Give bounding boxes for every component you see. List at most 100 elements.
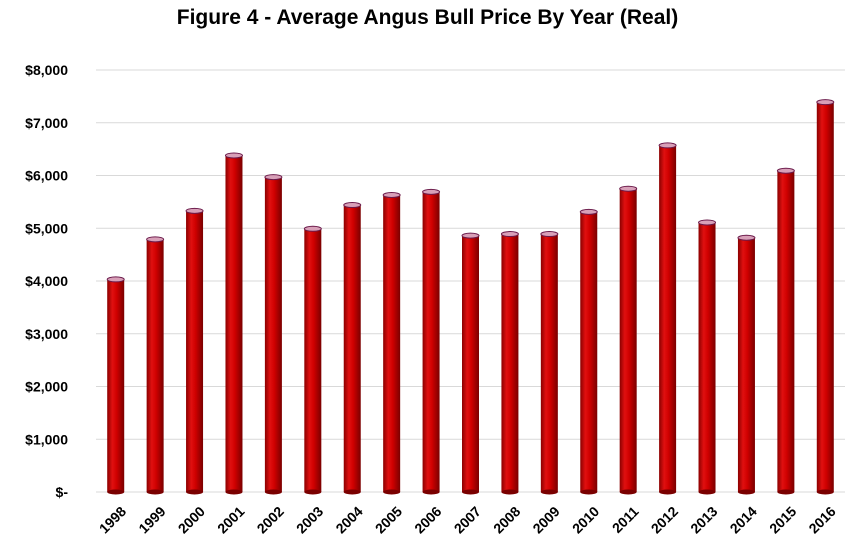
bar <box>619 185 638 495</box>
y-tick-label: $8,000 <box>25 62 68 78</box>
y-tick-label: $3,000 <box>25 326 68 342</box>
x-tick-label: 2007 <box>451 503 484 536</box>
bar-top <box>224 152 243 159</box>
bar-base <box>619 489 637 495</box>
x-tick-label: 2015 <box>766 503 799 536</box>
bar <box>303 225 322 495</box>
bar <box>382 192 401 495</box>
bar-body <box>737 237 755 492</box>
x-tick-label: 2002 <box>254 503 287 536</box>
bar-body <box>816 102 834 493</box>
bar <box>500 231 519 495</box>
x-axis-ticks: 1998 1999 2000 2001 2002 2003 2004 2005 2006 2007… <box>96 503 839 536</box>
x-tick-label: 2000 <box>175 503 208 536</box>
bar-top <box>461 232 480 239</box>
bar-base <box>737 489 755 495</box>
x-tick-label: 2011 <box>609 503 642 536</box>
y-tick-label: $6,000 <box>25 168 68 184</box>
x-tick-label: 2014 <box>727 503 760 536</box>
bar-body <box>422 191 440 493</box>
bar-base <box>816 489 834 495</box>
x-tick-label: 2016 <box>805 503 838 536</box>
bar-top <box>579 208 598 215</box>
bar-top <box>776 167 795 174</box>
bar <box>343 202 362 495</box>
bar-top <box>264 174 283 181</box>
bar-top <box>737 234 756 241</box>
y-tick-label: $7,000 <box>25 115 68 131</box>
bar-base <box>501 489 519 495</box>
bar <box>264 174 283 495</box>
x-tick-label: 1998 <box>96 503 129 536</box>
bar-body <box>619 188 637 492</box>
bar-top <box>698 219 717 226</box>
bar <box>776 167 795 495</box>
x-tick-label: 2008 <box>490 503 523 536</box>
x-tick-label: 2005 <box>372 503 405 536</box>
bar-body <box>225 155 243 492</box>
x-tick-label: 2001 <box>214 503 247 536</box>
bar-base <box>659 489 677 495</box>
bar-body <box>698 222 716 492</box>
bar-base <box>264 489 282 495</box>
x-tick-label: 2013 <box>687 503 720 536</box>
chart-title: Figure 4 - Average Angus Bull Price By Y… <box>176 6 679 29</box>
bar-top <box>106 276 125 283</box>
bar-body <box>264 177 282 492</box>
bar-base <box>146 489 164 495</box>
y-axis-ticks: $- $1,000 $2,000 $3,000 $4,000 $5,000 $6,000 $7… <box>25 62 68 500</box>
bar-top <box>619 185 638 192</box>
bar-body <box>540 234 558 493</box>
x-tick-label: 2009 <box>529 503 562 536</box>
bar <box>185 207 204 495</box>
bar-top <box>303 225 322 232</box>
x-tick-label: 2012 <box>648 503 681 536</box>
bar <box>146 236 165 495</box>
bar <box>540 231 559 495</box>
bar <box>224 152 243 495</box>
bar-base <box>580 489 598 495</box>
bar-top <box>343 202 362 209</box>
y-tick-label: $1,000 <box>25 431 68 447</box>
bar <box>422 188 441 495</box>
y-tick-label: $2,000 <box>25 379 68 395</box>
x-tick-label: 1999 <box>135 503 168 536</box>
bar-base <box>186 489 204 495</box>
bar-top <box>422 188 441 195</box>
bar <box>698 219 717 495</box>
bar-body <box>462 235 479 492</box>
bar-top <box>382 192 401 199</box>
bar-body <box>186 210 204 492</box>
y-tick-label: $4,000 <box>25 273 68 289</box>
x-tick-label: 2004 <box>332 503 365 536</box>
bar <box>461 232 480 495</box>
bar <box>737 234 756 495</box>
bar-body <box>580 211 598 492</box>
bar-body <box>107 279 125 492</box>
bar-body <box>501 234 519 493</box>
bar-base <box>225 489 243 495</box>
bar-base <box>383 489 401 495</box>
x-tick-label: 2003 <box>293 503 326 536</box>
bar-base <box>777 489 795 495</box>
y-tick-label: $- <box>56 484 69 500</box>
bar-top <box>500 231 519 238</box>
bar-top <box>658 142 677 149</box>
bar-top <box>185 207 204 214</box>
bar-base <box>462 489 479 495</box>
x-tick-label: 2010 <box>569 503 602 536</box>
y-tick-label: $5,000 <box>25 220 68 236</box>
bar-base <box>698 489 716 495</box>
x-tick-label: 2006 <box>411 503 444 536</box>
bar-body <box>343 205 361 493</box>
bar-base <box>304 489 322 495</box>
bar-top <box>540 231 559 238</box>
bar-body <box>659 145 677 492</box>
bar-body <box>777 170 795 492</box>
bar-top <box>816 99 835 106</box>
bar <box>658 142 677 495</box>
bar-base <box>343 489 361 495</box>
bar-layer <box>106 99 835 495</box>
